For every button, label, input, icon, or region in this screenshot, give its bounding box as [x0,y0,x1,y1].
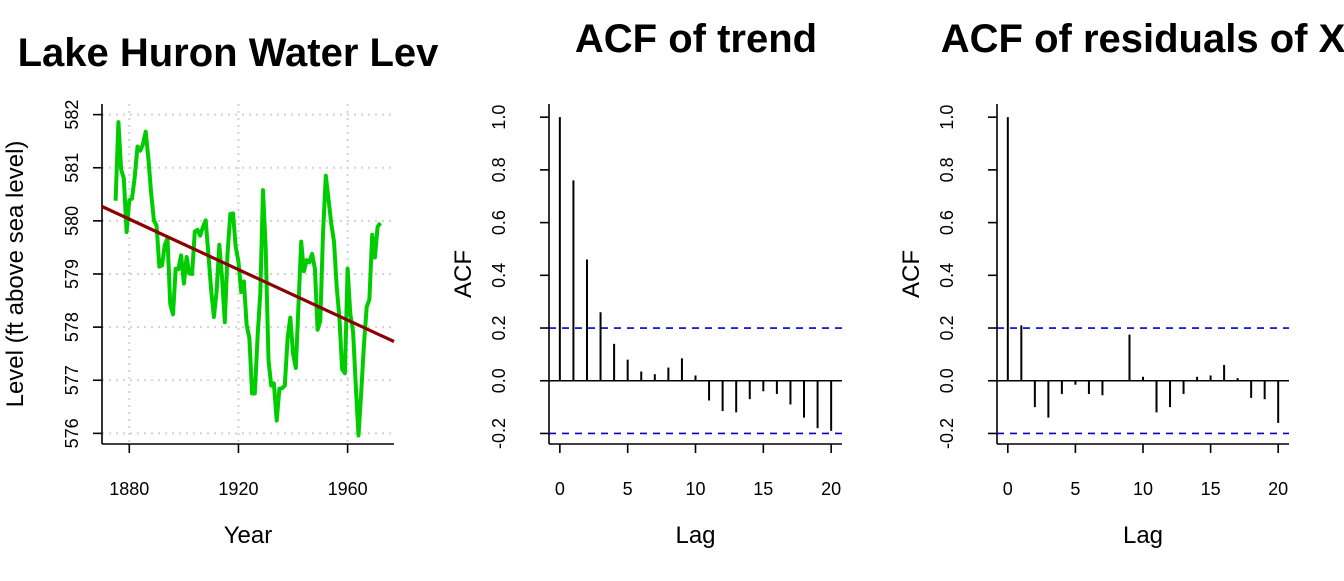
x-tick-label: 10 [685,479,705,499]
y-tick-label: 0.4 [489,263,509,288]
y-tick-label: 0.0 [489,368,509,393]
y-tick-label: 0.2 [937,316,957,341]
y-tick-label: 578 [62,312,82,342]
panel-acf-residuals: ACF of residuals of X 0 5 10 15 20 -0.2 0.0 0.2 0… [898,17,1344,549]
y-tick-label: -0.2 [937,418,957,449]
x-tick-label: 5 [623,479,633,499]
y-axis-label: ACF [898,250,925,298]
y-axis-label: Level (ft above sea level) [2,141,29,408]
x-tick-label: 5 [1070,479,1080,499]
chart-title: ACF of trend [575,17,817,61]
y-tick-label: 0.0 [937,368,957,393]
x-tick-label: 15 [1201,479,1221,499]
y-tick-label: 0.2 [489,316,509,341]
x-tick-label: 1880 [109,479,149,499]
y-tick-label: 0.8 [937,157,957,182]
chart-title: Lake Huron Water Lev [18,31,440,75]
trend-line [101,205,395,343]
y-tick-label: 579 [62,259,82,289]
y-tick-label: 576 [62,418,82,448]
y-tick-label: 0.4 [937,263,957,288]
y-tick-label: 0.6 [489,210,509,235]
panel-acf-trend: ACF of trend 0 5 10 15 20 -0.2 0.0 0.2 0.4 0.6 0.8 1… [450,17,842,549]
x-tick-label: 20 [821,479,841,499]
x-tick-label: 20 [1268,479,1288,499]
x-axis-label: Year [224,522,273,549]
x-tick-label: 1960 [328,479,368,499]
y-tick-label: 581 [62,153,82,183]
x-tick-label: 0 [555,479,565,499]
y-tick-label: 1.0 [937,105,957,130]
x-tick-label: 10 [1133,479,1153,499]
chart-title: ACF of residuals of X [941,17,1344,61]
x-tick-label: 1920 [218,479,258,499]
y-tick-label: 582 [62,100,82,130]
y-axis-label: ACF [450,250,477,298]
panel-lake-huron: Lake Huron Water Lev 1880 1920 1960 576 577 57… [2,31,439,549]
x-tick-label: 15 [753,479,773,499]
y-tick-label: -0.2 [489,418,509,449]
y-tick-label: 0.6 [937,210,957,235]
x-axis-label: Lag [675,522,715,549]
y-tick-label: 1.0 [489,105,509,130]
y-tick-label: 577 [62,365,82,395]
y-tick-label: 0.8 [489,157,509,182]
x-axis-label: Lag [1123,522,1163,549]
y-tick-label: 580 [62,206,82,236]
x-tick-label: 0 [1003,479,1013,499]
water-level-line [113,120,382,438]
